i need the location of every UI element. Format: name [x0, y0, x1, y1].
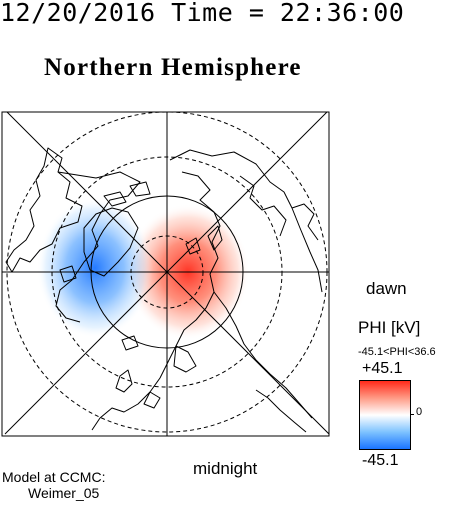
- dawn-label: dawn: [366, 279, 407, 298]
- model-credit-line1: Model at CCMC:: [2, 469, 106, 485]
- colorbar-min-label: -45.1: [362, 452, 399, 469]
- meridian-diagonal-1: [6, 112, 329, 435]
- colorbar-title: PHI [kV]: [358, 318, 421, 337]
- meridian-diagonal-2: [4, 112, 328, 435]
- map-title: Northern Hemisphere: [44, 54, 302, 81]
- colorbar-zero-tick: [410, 414, 414, 415]
- colorbar-max-label: +45.1: [362, 360, 403, 377]
- coastlines: [5, 147, 323, 433]
- timestamp: 12/20/2016 Time = 22:36:00: [0, 0, 405, 27]
- colorbar-range: -45.1<PHI<36.6: [358, 346, 436, 358]
- colorbar-zero-label: 0: [416, 406, 423, 418]
- model-credit-line2: Weimer_05: [28, 485, 100, 501]
- midnight-label: midnight: [193, 459, 258, 478]
- negative-cell: [37, 198, 153, 338]
- colorbar: [359, 380, 411, 450]
